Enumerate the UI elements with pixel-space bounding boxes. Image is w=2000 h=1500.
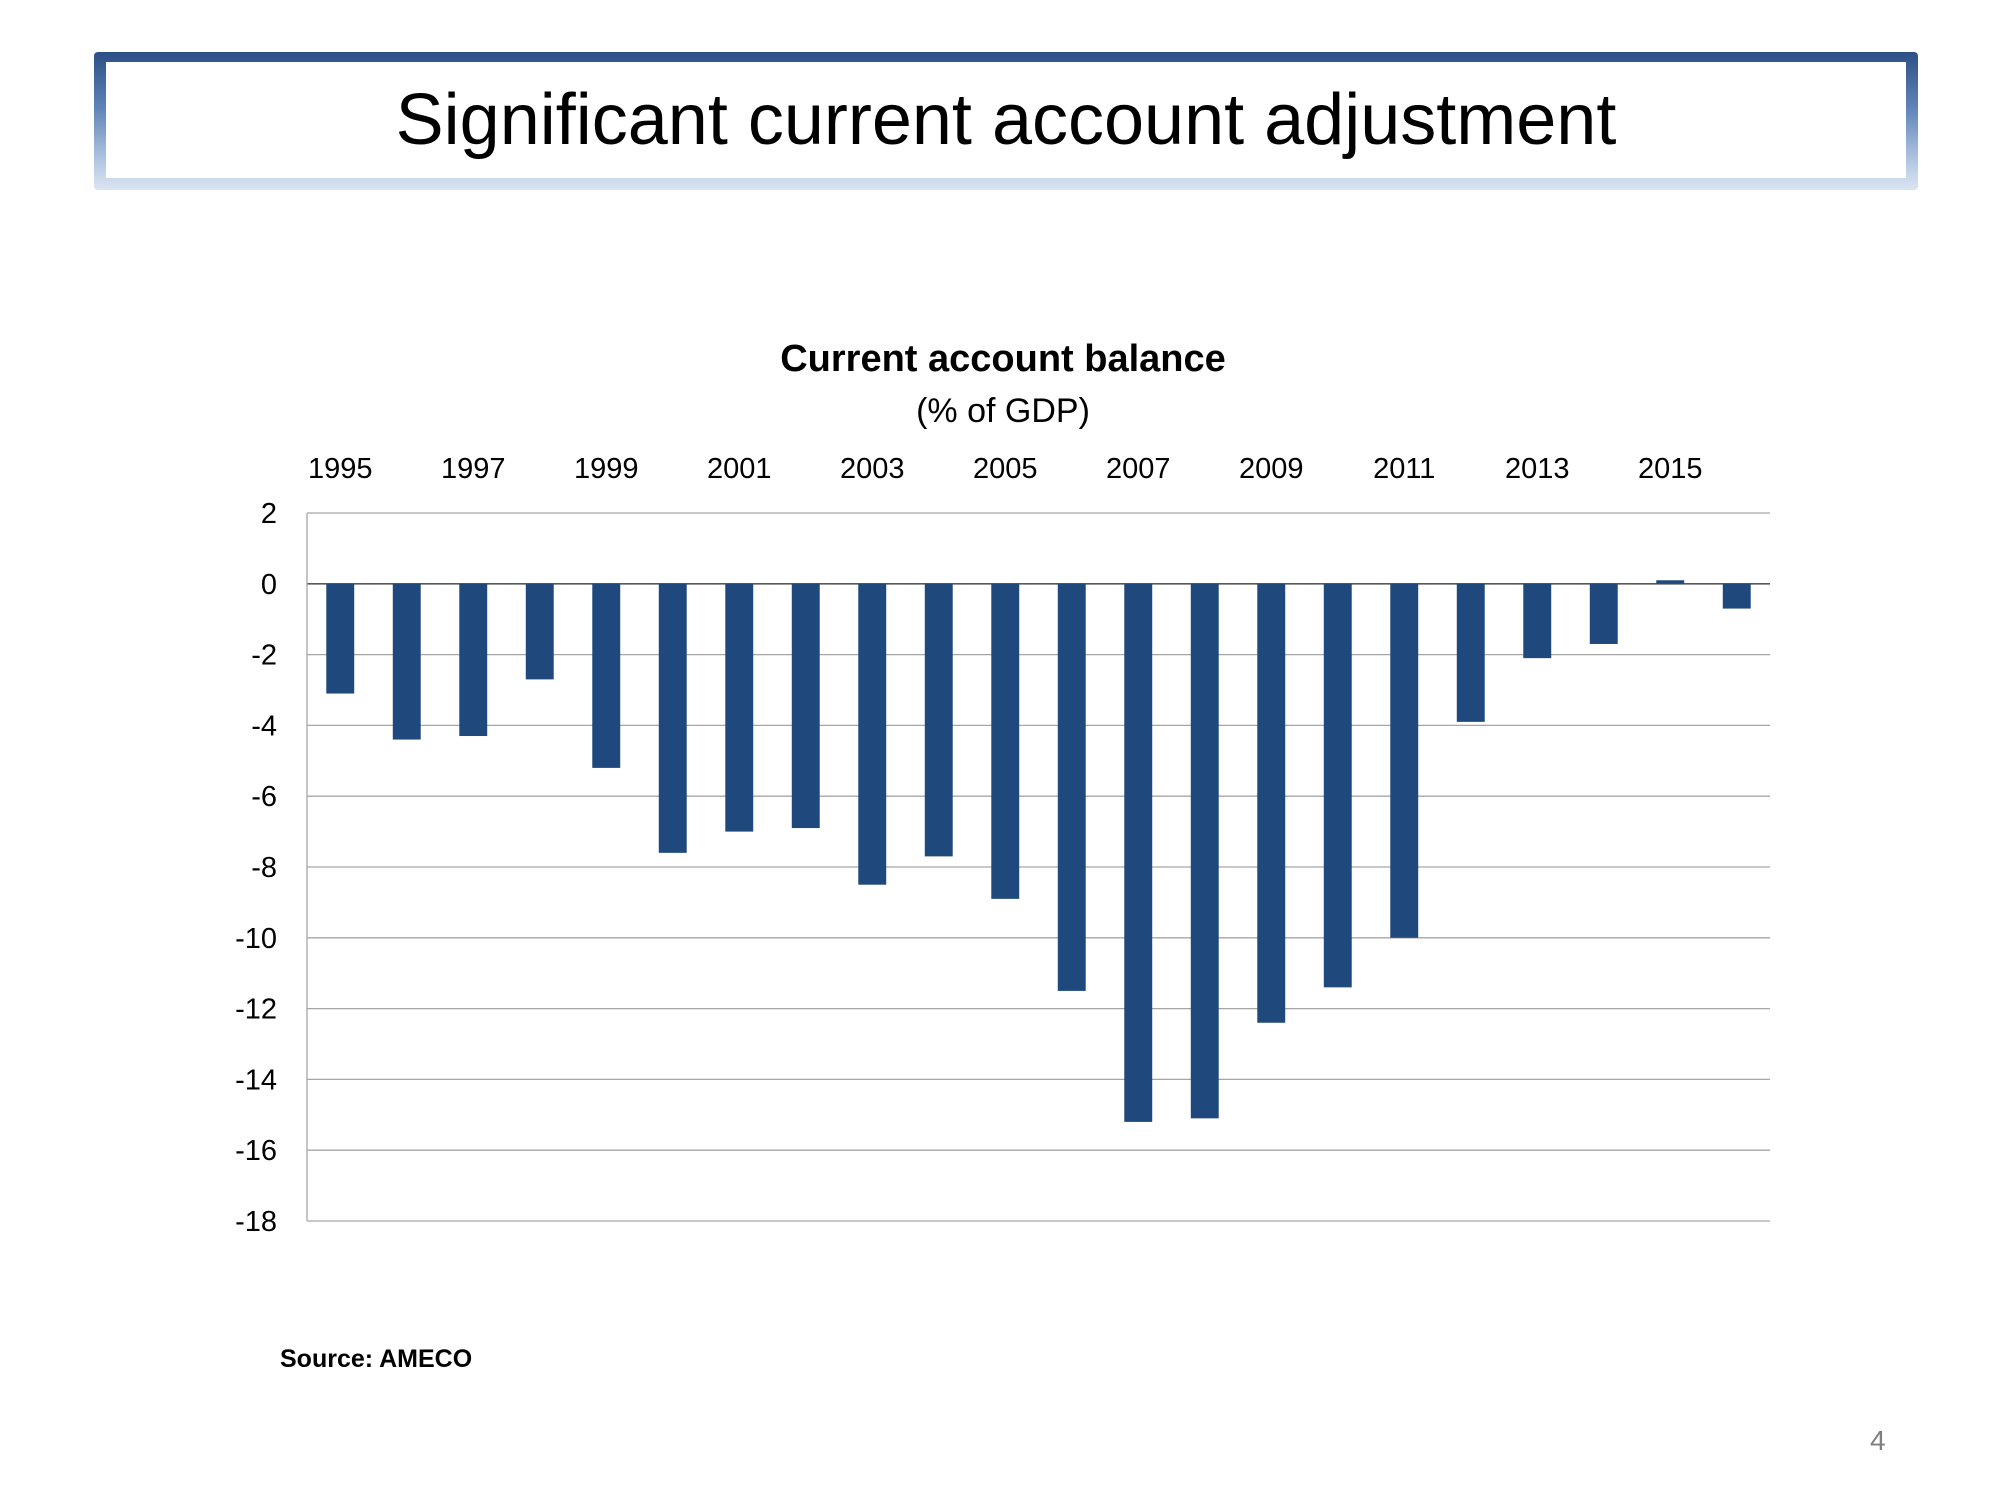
y-tick-label: -16: [235, 1135, 277, 1167]
title-banner: Significant current account adjustment: [94, 52, 1918, 190]
chart-subtitle: (% of GDP): [916, 392, 1090, 430]
bar-2012: [1456, 583, 1485, 722]
bar-1998: [525, 583, 554, 680]
y-tick-label: 2: [261, 498, 277, 530]
y-tick-label: -6: [251, 781, 277, 813]
bar-2008: [1190, 583, 1219, 1119]
source-note: Source: AMECO: [280, 1345, 473, 1373]
page-number: 4: [1870, 1425, 1886, 1456]
x-tick-label: 1999: [574, 453, 639, 485]
x-tick-label: 2011: [1373, 453, 1435, 485]
x-tick-label: 2001: [707, 453, 772, 485]
title-box: Significant current account adjustment: [106, 62, 1906, 178]
y-tick-label: -12: [235, 994, 277, 1026]
x-tick-label: 2009: [1239, 453, 1304, 485]
bar-2013: [1523, 583, 1552, 659]
x-tick-label: 1995: [308, 453, 373, 485]
bar-2000: [658, 583, 687, 853]
y-tick-label: -4: [251, 710, 277, 742]
bar-2010: [1323, 583, 1352, 988]
bar-2004: [924, 583, 953, 857]
x-tick-label: 2015: [1638, 453, 1703, 485]
bar-1997: [459, 583, 488, 737]
y-tick-label: -8: [251, 852, 277, 884]
bar-2015: [1656, 580, 1685, 584]
y-tick-label: -18: [235, 1206, 277, 1238]
x-tick-label: 2003: [840, 453, 905, 485]
x-tick-label: 2005: [973, 453, 1038, 485]
bar-2005: [991, 583, 1020, 899]
bar-1995: [326, 583, 355, 694]
bar-2003: [858, 583, 887, 885]
bar-2016: [1722, 583, 1751, 609]
y-tick-label: -2: [251, 640, 277, 672]
x-tick-label: 2013: [1505, 453, 1570, 485]
bar-2007: [1124, 583, 1153, 1122]
y-tick-label: 0: [261, 569, 277, 601]
y-tick-label: -14: [235, 1064, 277, 1096]
bar-2002: [791, 583, 820, 829]
x-tick-label: 2007: [1106, 453, 1171, 485]
chart-title: Current account balance: [780, 338, 1226, 380]
bar-2006: [1057, 583, 1086, 991]
bar-2001: [725, 583, 754, 832]
bar-2009: [1257, 583, 1286, 1023]
slide-title: Significant current account adjustment: [395, 80, 1617, 160]
x-tick-label: 1997: [441, 453, 506, 485]
y-tick-label: -10: [235, 923, 277, 955]
bars: [326, 580, 1751, 1122]
bar-2011: [1390, 583, 1419, 938]
bar-1999: [592, 583, 621, 768]
x-tick-labels: 1995 1997 1999 2001 2003 2005 2007 2009 2011 2013…: [308, 453, 1703, 485]
bar-1996: [392, 583, 421, 740]
bar-2014: [1589, 583, 1618, 644]
y-tick-labels: 2 0 -2 -4 -6 -8 -10 -12 -14 -16 -18: [235, 498, 277, 1238]
